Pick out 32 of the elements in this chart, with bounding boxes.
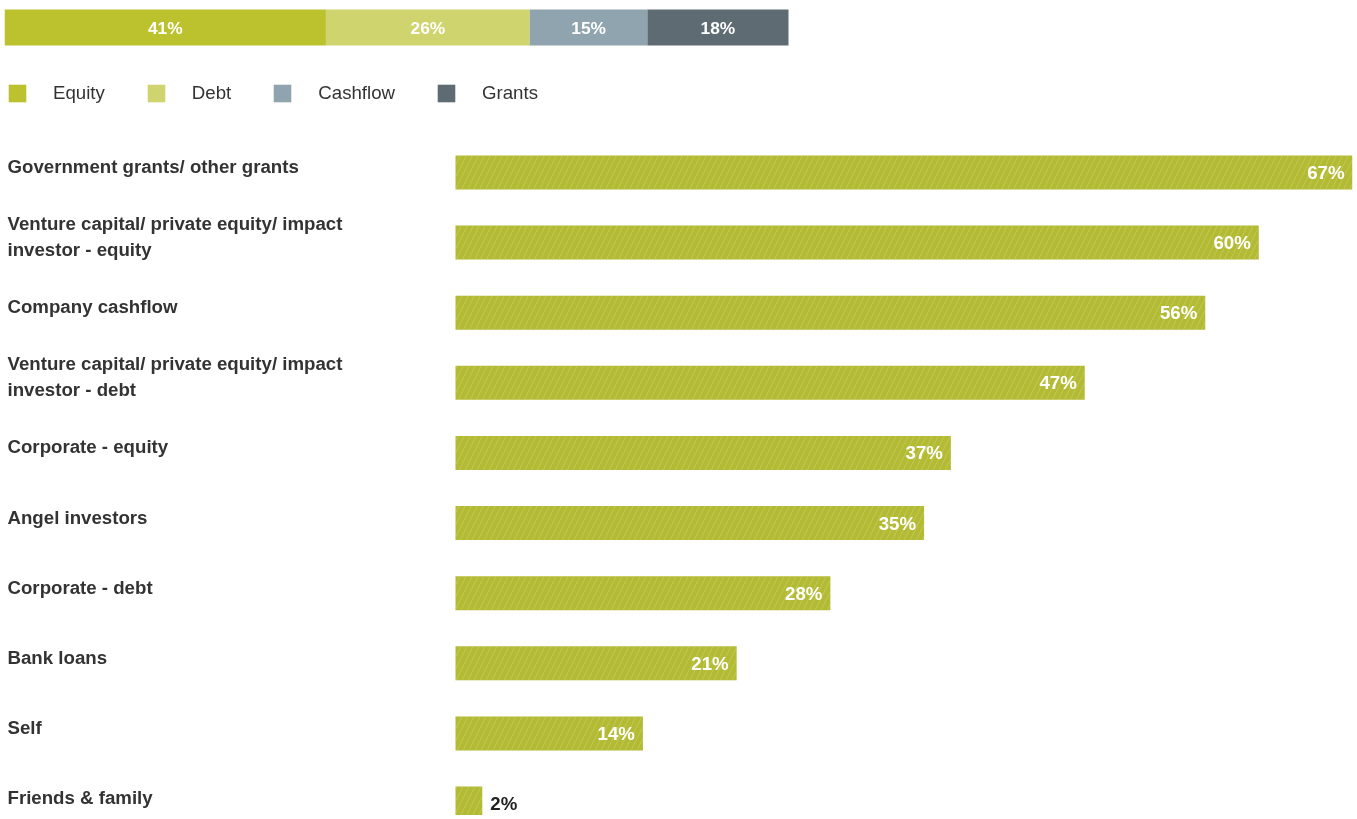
y-tick-label: Venture capital/ private equity/ impact investor - debt	[7, 353, 343, 401]
y-tick-label: Friends & family	[7, 787, 154, 808]
y-tick-label: Company cashflow	[7, 296, 178, 318]
y-tick-label: Government grants/ other grants	[7, 156, 299, 177]
data-label: 21%	[691, 652, 730, 674]
bar	[529, 9, 648, 46]
data-label: 67%	[1307, 162, 1345, 183]
data-label: 15%	[571, 17, 606, 38]
data-label: 37%	[905, 442, 944, 464]
data-label: 35%	[878, 512, 917, 534]
data-label: 2%	[490, 793, 518, 814]
legend-label: Cashflow	[318, 82, 396, 104]
data-label: 47%	[1039, 372, 1078, 394]
legend-label: Grants	[482, 82, 539, 104]
y-tick-label: Corporate - debt	[7, 576, 153, 598]
bar	[325, 9, 530, 46]
data-label: 28%	[785, 582, 823, 604]
y-tick-label: Venture capital/ private equity/ impact investor - equity	[7, 212, 343, 261]
data-label: 14%	[597, 722, 636, 744]
data-label: 60%	[1213, 232, 1252, 254]
data-label: 26%	[410, 17, 446, 38]
data-label: 56%	[1159, 302, 1198, 324]
data-label: 41%	[147, 17, 183, 38]
legend-label: Equity	[53, 82, 105, 104]
y-tick-label: Corporate - equity	[7, 436, 169, 458]
y-tick-label: Angel investors	[7, 506, 148, 528]
data-label: 18%	[700, 17, 736, 38]
y-tick-label: Bank loans	[7, 646, 108, 668]
legend-label: Debt	[191, 82, 232, 104]
bar	[647, 9, 789, 46]
bar	[4, 9, 326, 46]
y-tick-label: Self	[7, 716, 43, 738]
